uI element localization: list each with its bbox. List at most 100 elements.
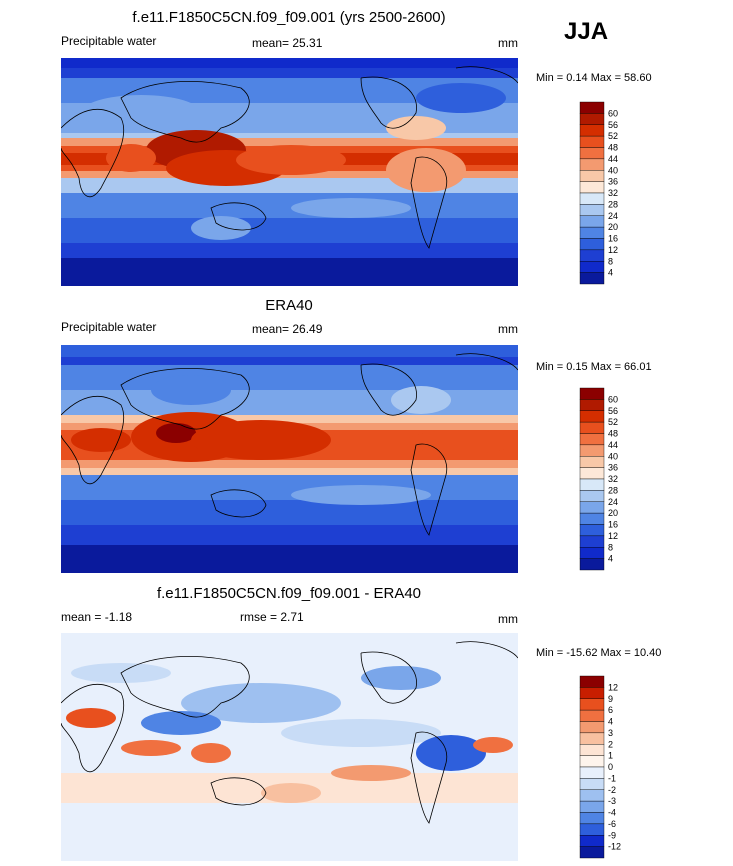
colorbar-swatch	[579, 512, 605, 525]
colorbar-tick-label: 48	[608, 429, 618, 439]
colorbar-tick-label: 12	[608, 245, 618, 255]
colorbar-tick-label: -9	[608, 830, 616, 840]
colorbar-swatch	[579, 709, 605, 722]
left-label: Precipitable water	[61, 34, 157, 48]
colorbar-swatch	[579, 170, 605, 182]
colorbar-tick-label: 60	[608, 394, 618, 404]
colorbar-swatch	[579, 204, 605, 216]
colorbar-swatch	[579, 135, 605, 148]
colorbar-tick-label: 36	[608, 177, 618, 187]
colorbar-tick-label: 8	[608, 542, 613, 552]
colorbar-tick-label: 32	[608, 188, 618, 198]
colorbar-tick-label: 2	[608, 739, 613, 749]
colorbar-tick-label: 20	[608, 508, 618, 518]
colorbar-tick-label: 52	[608, 417, 618, 427]
colorbar-tick-label: 12	[608, 531, 618, 541]
colorbar-swatch	[579, 181, 605, 194]
colorbar-swatch	[579, 835, 605, 847]
colorbar-tick-label: 20	[608, 222, 618, 232]
colorbar-swatch	[579, 823, 605, 836]
colorbar-tick-label: 4	[608, 717, 613, 727]
colorbar-swatch	[579, 147, 605, 160]
colorbar-tick-label: 8	[608, 256, 613, 266]
colorbar-swatch	[579, 158, 605, 171]
colorbar-swatch	[579, 812, 605, 825]
colorbar-tick-label: 9	[608, 694, 613, 704]
colorbar-tick-label: -1	[608, 773, 616, 783]
units-label: mm	[498, 322, 518, 336]
colorbar-swatch	[579, 410, 605, 423]
colorbar-tick-label: 56	[608, 120, 618, 130]
units-label: mm	[498, 36, 518, 50]
panel-title: ERA40	[265, 297, 313, 314]
colorbar-tick-label: 60	[608, 108, 618, 118]
colorbar-swatch	[579, 399, 605, 411]
colorbar-swatch	[579, 766, 605, 779]
precipitable-water-map	[61, 58, 518, 286]
colorbar-tick-label: 40	[608, 165, 618, 175]
colorbar-tick-label: 44	[608, 440, 618, 450]
colorbar-swatch	[579, 238, 605, 251]
mean-label: mean= 26.49	[252, 322, 323, 336]
colorbar-swatch	[579, 721, 605, 734]
colorbar-swatch	[579, 113, 605, 125]
colorbar-tick-label: 56	[608, 406, 618, 416]
colorbar-tick-label: 4	[608, 554, 613, 564]
colorbar-tick-label: 1	[608, 751, 613, 761]
colorbar-swatch	[579, 687, 605, 699]
colorbar-tick-label: -3	[608, 796, 616, 806]
precipitable-water-map	[61, 345, 518, 573]
colorbar-tick-label: 4	[608, 268, 613, 278]
colorbar-tick-label: 16	[608, 520, 618, 530]
difference-map	[61, 633, 518, 861]
colorbar-tick-label: -6	[608, 819, 616, 829]
colorbar-swatch	[579, 433, 605, 446]
colorbar-swatch	[579, 698, 605, 711]
colorbar-tick-label: 16	[608, 234, 618, 244]
minmax-label: Min = -15.62 Max = 10.40	[536, 647, 662, 659]
colorbar-swatch	[579, 675, 605, 688]
colorbar-swatch	[579, 800, 605, 813]
colorbar-swatch	[579, 755, 605, 768]
units-label: mm	[498, 612, 518, 626]
colorbar-tick-label: 32	[608, 474, 618, 484]
colorbar-tick-label: 24	[608, 497, 618, 507]
colorbar-swatch	[579, 226, 605, 239]
colorbar-swatch	[579, 558, 605, 571]
colorbar-tick-label: 52	[608, 131, 618, 141]
panel-title: f.e11.F1850C5CN.f09_f09.001 - ERA40	[156, 585, 422, 602]
colorbar-tick-label: 3	[608, 728, 613, 738]
mean-label: mean = -1.18	[61, 610, 133, 624]
colorbar-tick-label: 6	[608, 705, 613, 715]
colorbar-tick-label: 0	[608, 762, 613, 772]
colorbar-tick-label: 28	[608, 199, 618, 209]
colorbar-tick-label: 28	[608, 485, 618, 495]
colorbar-swatch	[579, 778, 605, 790]
colorbar-tick-label: 24	[608, 211, 618, 221]
colorbar-swatch	[579, 444, 605, 457]
colorbar: 12 96 432 10-1 -2-3 -4-6-9 -12	[579, 675, 621, 859]
colorbar-swatch	[579, 215, 605, 228]
colorbar-tick-label: 40	[608, 451, 618, 461]
colorbar-tick-label: 44	[608, 154, 618, 164]
colorbar-swatch	[579, 261, 605, 273]
colorbar-swatch	[579, 524, 605, 537]
mean-label: mean= 25.31	[252, 36, 323, 50]
colorbar-swatch	[579, 501, 605, 514]
colorbar-swatch	[579, 101, 605, 114]
colorbar-swatch	[579, 744, 605, 756]
colorbar-swatch	[579, 192, 605, 205]
colorbar-swatch	[579, 456, 605, 468]
panel-title: f.e11.F1850C5CN.f09_f09.001 (yrs 2500-26…	[132, 9, 446, 26]
colorbar-swatch	[579, 272, 605, 285]
colorbar-swatch	[579, 490, 605, 502]
colorbar-swatch	[579, 387, 605, 400]
colorbar-tick-label: -2	[608, 785, 616, 795]
colorbar-swatch	[579, 547, 605, 559]
colorbar-tick-label: -4	[608, 808, 616, 818]
colorbar-swatch	[579, 478, 605, 491]
colorbar-swatch	[579, 732, 605, 745]
colorbar-swatch	[579, 535, 605, 548]
